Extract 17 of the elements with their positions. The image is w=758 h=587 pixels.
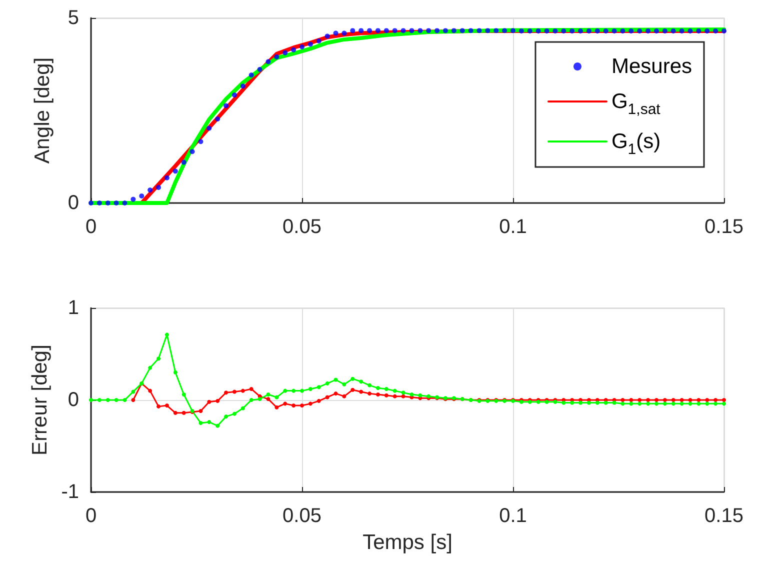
legend-label: Mesures xyxy=(611,55,692,78)
x-tick-label: 0.1 xyxy=(499,505,527,527)
y-axis-title: Angle [deg] xyxy=(31,57,54,164)
x-tick-label: 0.1 xyxy=(499,216,527,238)
x-tick-label: 0 xyxy=(85,216,97,238)
x-tick-label: 0 xyxy=(85,505,97,527)
x-axis-title: Temps [s] xyxy=(362,531,452,554)
x-tick-label: 0.05 xyxy=(282,505,322,527)
y-axis-title: Erreur [deg] xyxy=(28,344,52,456)
x-tick-label: 0.05 xyxy=(282,216,322,238)
x-tick-label: 0.15 xyxy=(704,505,744,527)
y-tick-label: 1 xyxy=(68,297,79,319)
y-tick-label: 0 xyxy=(68,192,79,214)
y-tick-label: -1 xyxy=(61,481,79,503)
y-tick-label: 5 xyxy=(68,7,79,29)
y-tick-label: 0 xyxy=(68,389,79,411)
x-tick-label: 0.15 xyxy=(704,216,744,238)
